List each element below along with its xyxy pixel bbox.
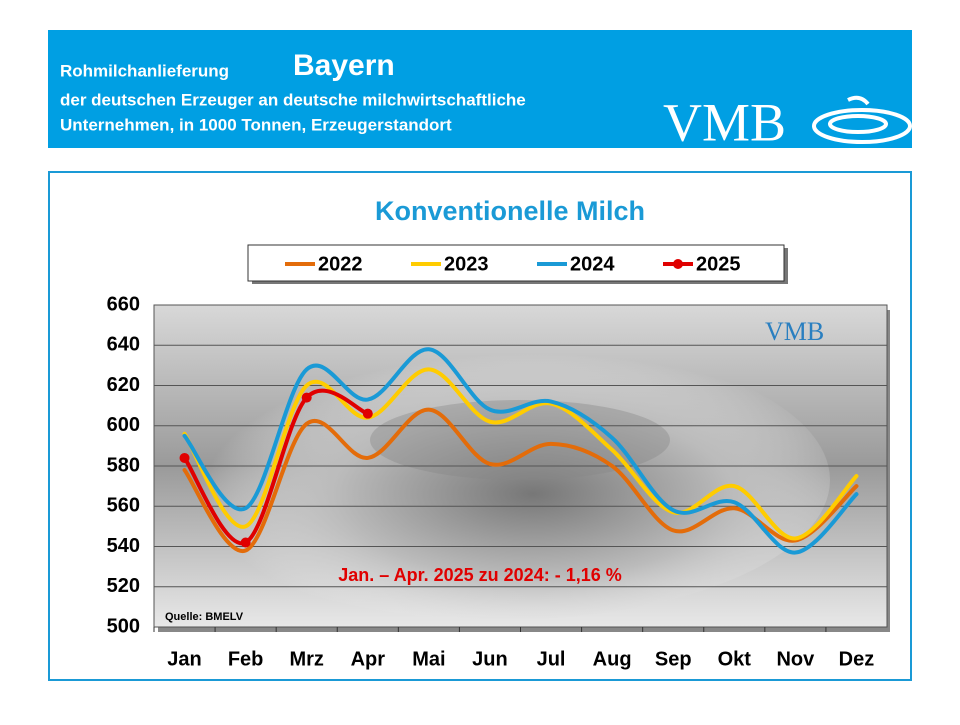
series-line: [182, 367, 859, 541]
series-line: [182, 347, 859, 555]
header-line: Rohmilchanlieferung: [60, 61, 229, 80]
y-tick-label: 640: [107, 334, 140, 356]
y-tick-label: 520: [107, 575, 140, 597]
x-tick-label: Jan: [167, 648, 201, 670]
watermark: VMB: [765, 317, 824, 346]
legend-label: 2022: [318, 253, 363, 275]
y-tick-label: 620: [107, 374, 140, 396]
x-tick-label: Mrz: [289, 648, 323, 670]
x-tick-label: Apr: [351, 648, 386, 670]
legend-label: 2023: [444, 253, 489, 275]
point: [179, 452, 190, 463]
point: [362, 408, 373, 419]
y-tick-label: 660: [107, 293, 140, 315]
legend-label: 2024: [570, 253, 615, 275]
point: [301, 392, 312, 403]
y-tick-label: 580: [107, 454, 140, 476]
x-tick-label: Feb: [228, 648, 264, 670]
chart-title: Konventionelle Milch: [375, 196, 645, 226]
source: Quelle: BMELV: [165, 611, 244, 623]
header-line: Unternehmen, in 1000 Tonnen, Erzeugersta…: [60, 115, 452, 134]
x-tick-label: Jun: [472, 648, 508, 670]
x-tick-label: Nov: [776, 648, 815, 670]
x-tick-label: Jul: [537, 648, 566, 670]
y-tick-label: 500: [107, 615, 140, 637]
x-tick-label: Mai: [412, 648, 445, 670]
legend-label: 2025: [696, 253, 741, 275]
x-tick-label: Okt: [718, 648, 752, 670]
logo-swirl: [812, 95, 912, 144]
y-tick-label: 540: [107, 535, 140, 557]
legend: [247, 244, 785, 282]
x-tick-label: Sep: [655, 648, 692, 670]
series-line: [182, 407, 859, 553]
point: [240, 537, 251, 548]
header-band: [48, 30, 912, 148]
x-tick-label: Dez: [839, 648, 875, 670]
header-region: Bayern: [293, 49, 395, 82]
milk-splash: [170, 340, 830, 620]
y-tick-label: 560: [107, 495, 140, 517]
legend-marker: [673, 259, 683, 269]
header-line: der deutschen Erzeuger an deutsche milch…: [60, 90, 526, 109]
y-tick-label: 600: [107, 414, 140, 436]
annotation: Jan. – Apr. 2025 zu 2024: - 1,16 %: [338, 565, 621, 585]
x-tick-label: Aug: [593, 648, 632, 670]
series-line: [182, 388, 370, 546]
header-logo: VMB: [663, 92, 786, 152]
